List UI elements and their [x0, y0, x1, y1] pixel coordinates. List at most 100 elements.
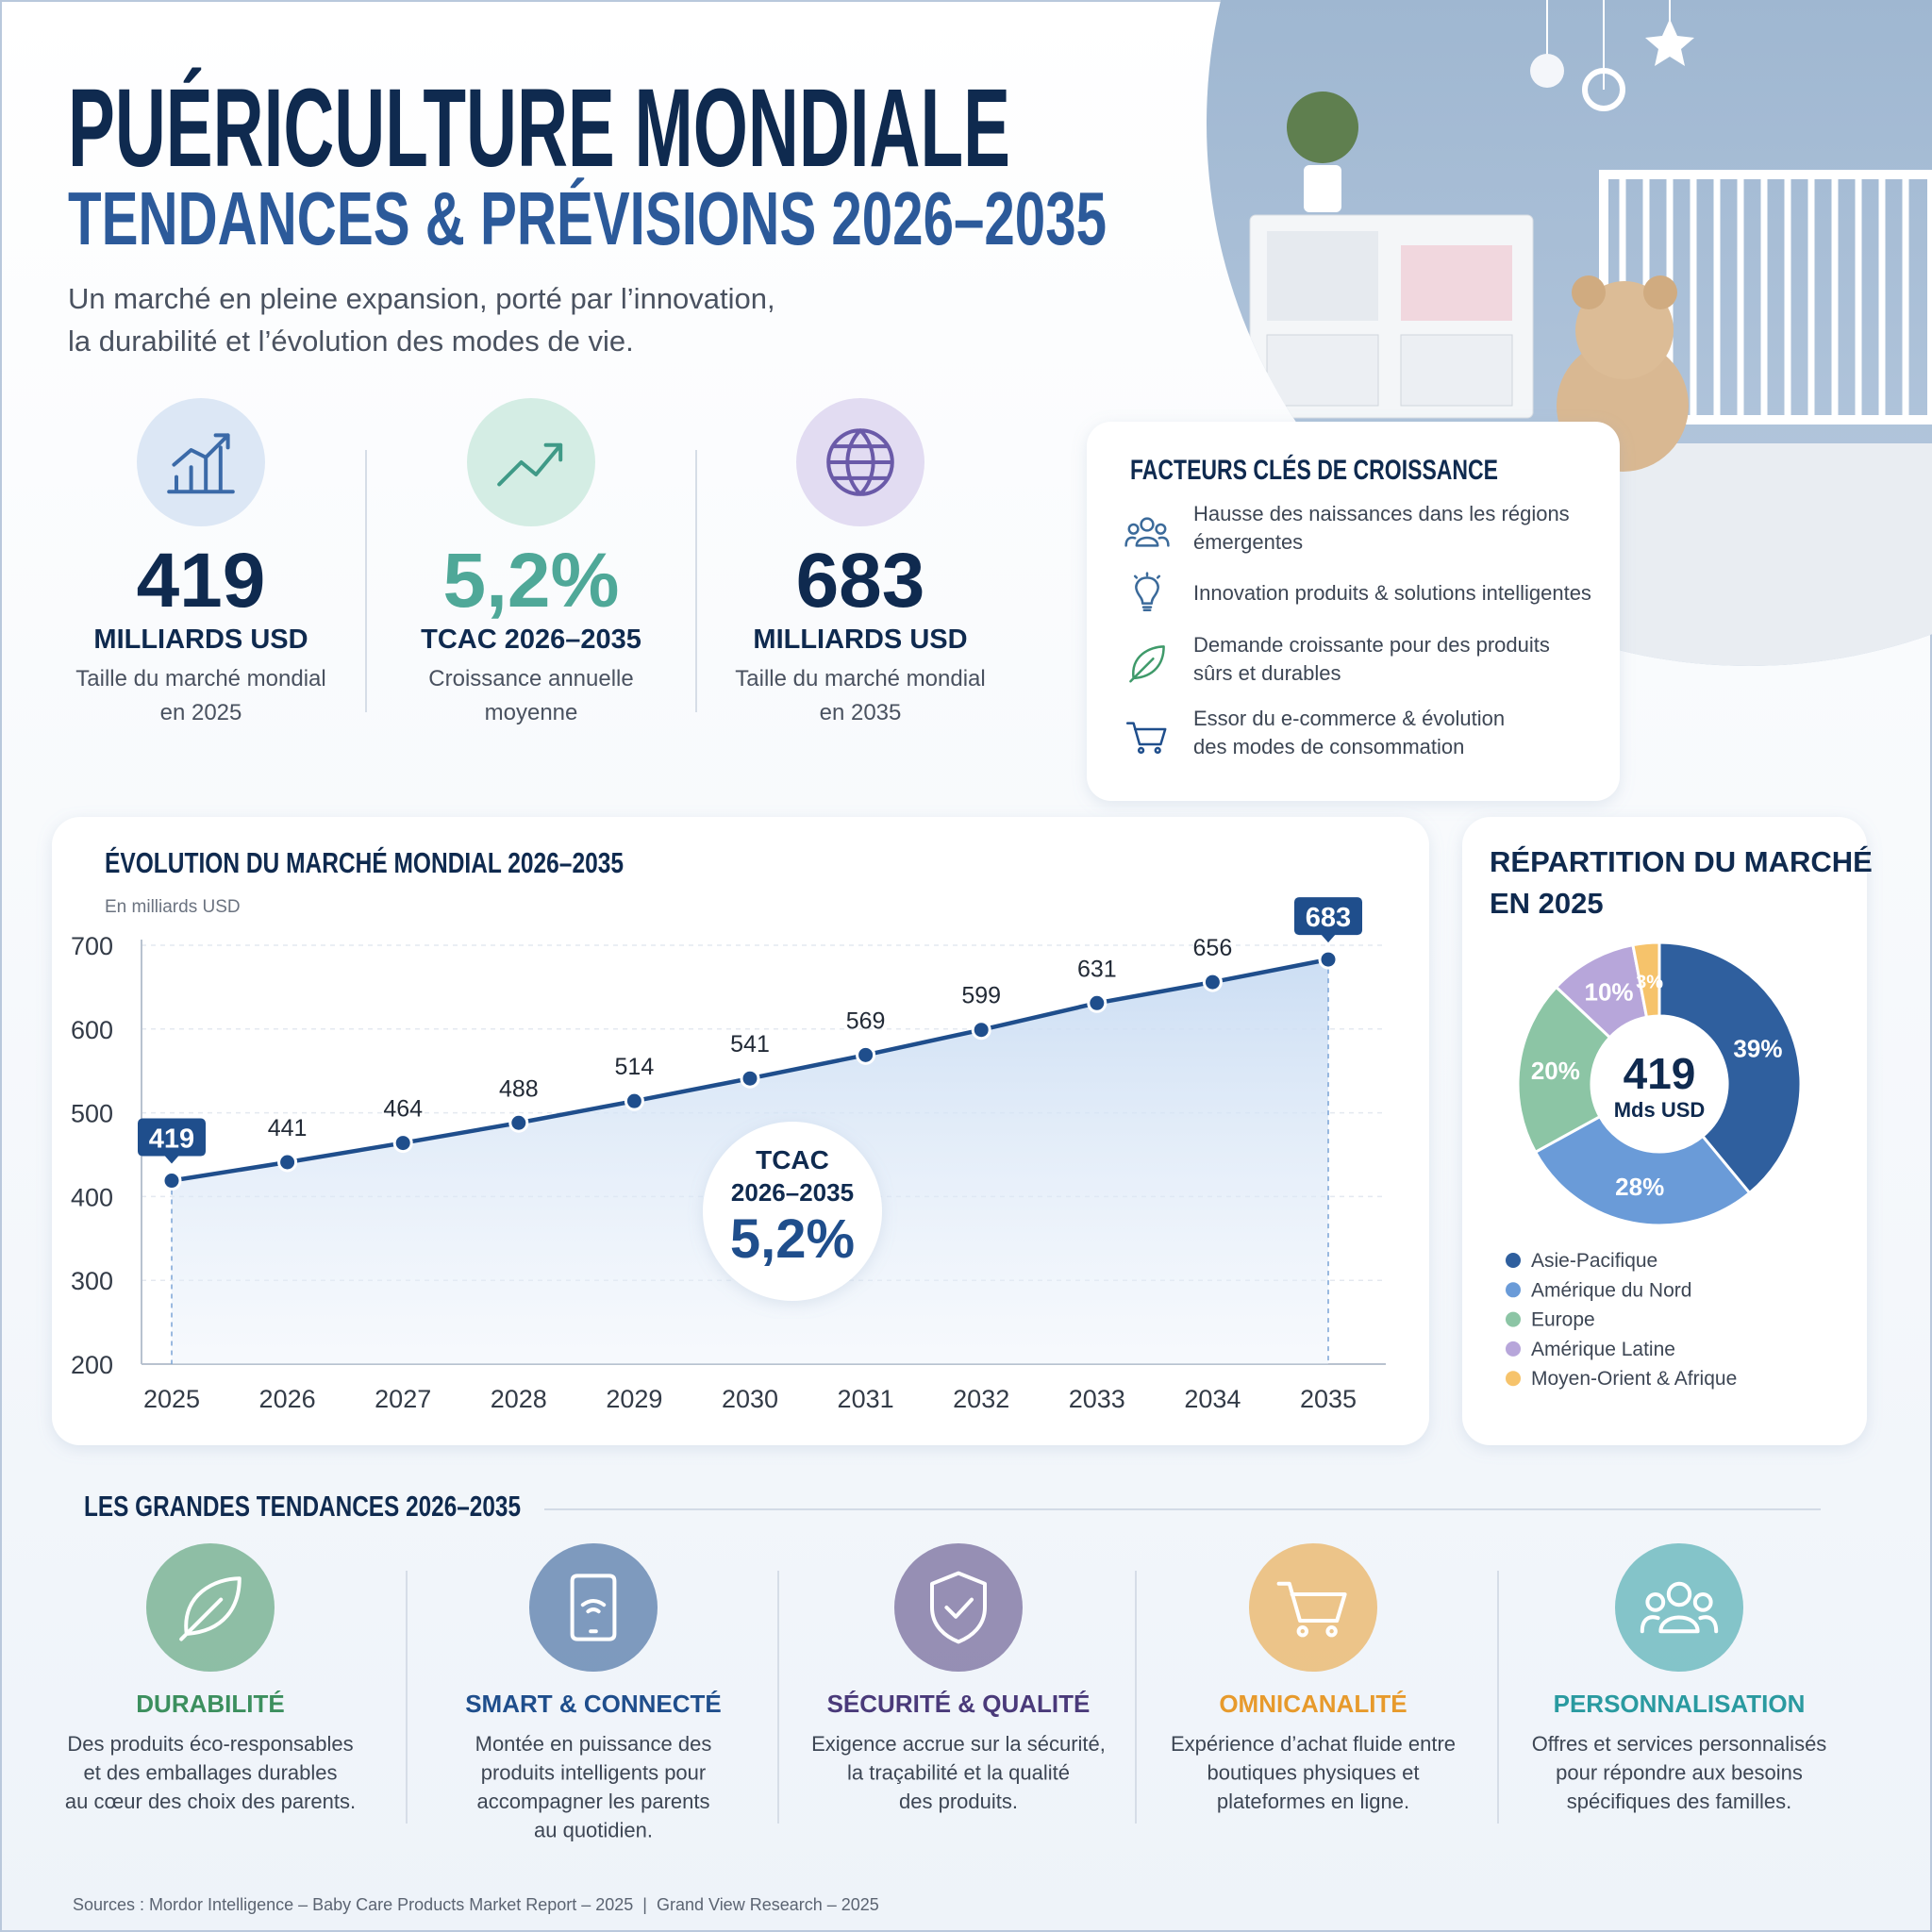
x-tick-label: 2034 [1184, 1385, 1241, 1413]
trends-title: LES GRANDES TENDANCES 2026–2035 [84, 1490, 521, 1523]
kpi-description: en 2025 [160, 700, 242, 725]
legend-swatch [1506, 1282, 1521, 1298]
point [1318, 949, 1339, 970]
trend-description: Offres et services personnalisés [1532, 1732, 1827, 1756]
slice-label: 20% [1531, 1057, 1580, 1085]
value-label: 656 [1193, 935, 1233, 961]
trend-description: produits intelligents pour [481, 1761, 706, 1785]
trend-description: au cœur des choix des parents. [65, 1790, 356, 1813]
y-tick-label: 200 [71, 1351, 113, 1379]
trend-description: au quotidien. [534, 1819, 653, 1842]
annotation-text: TCAC [756, 1145, 829, 1174]
factors-title: FACTEURS CLÉS DE CROISSANCE [1130, 454, 1498, 486]
value-label: 441 [268, 1115, 308, 1141]
x-tick-label: 2032 [953, 1385, 1009, 1413]
icon [179, 1576, 242, 1641]
kpi-value: 683 [796, 538, 925, 624]
legend-swatch [1506, 1341, 1521, 1357]
value-label: 514 [615, 1054, 655, 1080]
legend-label: Asie-Pacifique [1531, 1250, 1657, 1272]
photo-pot [1304, 165, 1341, 212]
factor-text: des modes de consommation [1193, 735, 1464, 758]
trend-description: Montée en puissance des [475, 1732, 712, 1756]
y-tick-label: 300 [71, 1267, 113, 1295]
icon [826, 428, 894, 496]
legend-swatch [1506, 1371, 1521, 1387]
icon [1640, 1581, 1719, 1634]
value-label: 569 [846, 1008, 886, 1034]
legend-label: Amérique du Nord [1531, 1279, 1691, 1301]
point [856, 1044, 876, 1065]
center-unit: Mds USD [1614, 1098, 1706, 1122]
slice-label: 3% [1636, 972, 1663, 992]
legend-label: Europe [1531, 1309, 1595, 1331]
photo-plant [1287, 92, 1358, 163]
annotation-text: 2026–2035 [731, 1178, 854, 1207]
donut-slice [1533, 1114, 1752, 1227]
trend-description: la traçabilité et la qualité [847, 1761, 1070, 1785]
icon [930, 1571, 987, 1644]
x-tick-label: 2027 [375, 1385, 431, 1413]
photo-teddy-head [1575, 281, 1674, 379]
x-tick-label: 2035 [1300, 1385, 1357, 1413]
y-tick-label: 400 [71, 1183, 113, 1211]
kpi-icon-circle [467, 398, 595, 526]
trend-title: PERSONNALISATION [1554, 1690, 1806, 1718]
photo-shelf-box [1267, 231, 1378, 321]
value-badge [138, 1118, 206, 1157]
factor-text: Innovation produits & solutions intellig… [1193, 581, 1591, 605]
icon [570, 1574, 617, 1641]
x-tick-label: 2033 [1069, 1385, 1125, 1413]
chart-title: EN 2025 [1490, 887, 1604, 920]
y-axis-label: En milliards USD [105, 897, 241, 917]
value-label: 488 [499, 1075, 539, 1102]
x-tick-label: 2028 [491, 1385, 547, 1413]
icon [1276, 1581, 1347, 1638]
point [392, 1133, 413, 1154]
value-label: 419 [149, 1124, 194, 1155]
intro-line: Un marché en pleine expansion, porté par… [68, 282, 775, 315]
value-badge-pointer [1321, 934, 1336, 943]
trend-description: et des emballages durables [83, 1761, 337, 1785]
y-tick-label: 600 [71, 1016, 113, 1044]
donut-slice [1516, 985, 1612, 1155]
x-tick-label: 2025 [143, 1385, 200, 1413]
legend-swatch [1506, 1253, 1521, 1268]
trend-title: SÉCURITÉ & QUALITÉ [827, 1690, 1091, 1718]
trend-description: Des produits éco-responsables [67, 1732, 353, 1756]
slice-label: 39% [1733, 1034, 1782, 1062]
factor-text: sûrs et durables [1193, 661, 1341, 685]
point [624, 1091, 644, 1111]
kpi-icon-circle [137, 398, 265, 526]
value-label: 464 [383, 1096, 423, 1123]
chart-title: ÉVOLUTION DU MARCHÉ MONDIAL 2026–2035 [105, 846, 624, 879]
trend-title: DURABILITÉ [136, 1690, 284, 1718]
legend-label: Moyen-Orient & Afrique [1531, 1368, 1737, 1390]
kpi-description: moyenne [485, 700, 578, 725]
photo-drawer [1266, 334, 1379, 407]
factor-text: Essor du e-commerce & évolution [1193, 707, 1505, 730]
value-badge [1294, 897, 1362, 936]
slice-label: 10% [1585, 978, 1634, 1007]
kpi-unit: TCAC 2026–2035 [421, 625, 641, 655]
annotation-circle [703, 1122, 882, 1301]
photo-drawer [1400, 334, 1513, 407]
value-label: 599 [961, 983, 1001, 1009]
icon [1124, 517, 1170, 547]
point [1202, 972, 1223, 992]
photo-mobile-ring [1582, 68, 1625, 111]
x-tick-label: 2029 [606, 1385, 662, 1413]
trend-title: SMART & CONNECTÉ [465, 1690, 722, 1718]
factor-text: Hausse des naissances dans les régions [1193, 502, 1570, 525]
trend-icon-circle [529, 1543, 658, 1672]
slice-label: 28% [1615, 1173, 1664, 1201]
donut-slice [1631, 941, 1661, 1020]
kpi-description: en 2035 [820, 700, 902, 725]
sources: Sources : Mordor Intelligence – Baby Car… [73, 1895, 879, 1914]
point [971, 1020, 991, 1041]
photo-mobile-cloud [1530, 54, 1564, 88]
value-badge-pointer [164, 1155, 179, 1164]
trend-description: Exigence accrue sur la sécurité, [811, 1732, 1106, 1756]
